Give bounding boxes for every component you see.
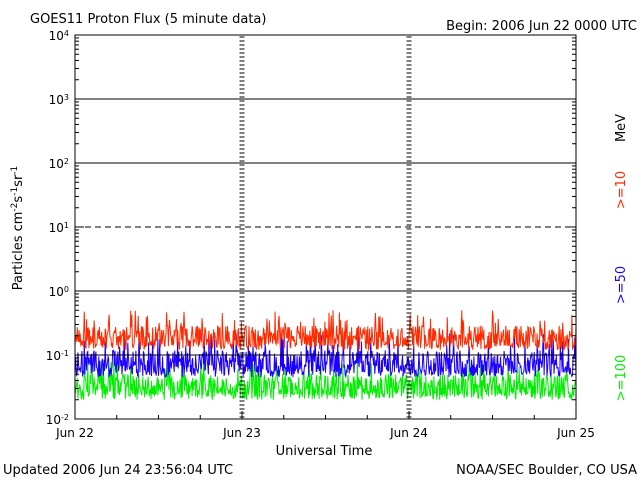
updated-timestamp: Updated 2006 Jun 24 23:56:04 UTC	[3, 463, 233, 478]
y-tick-label: 102	[49, 157, 69, 172]
y-tick-label: 104	[49, 29, 69, 44]
grid-layer	[75, 36, 576, 418]
x-axis-label: Universal Time	[276, 444, 373, 459]
y-tick-label: 100	[49, 285, 69, 300]
series-layer	[74, 310, 577, 401]
series-line-0	[74, 310, 577, 352]
legend-entry-50mev: >=50	[614, 266, 629, 304]
y-tick-label: 10-1	[46, 349, 69, 364]
y-tick-label: 103	[49, 93, 69, 108]
x-tick-label: Jun 22	[55, 426, 94, 440]
y-tick-label: 101	[49, 221, 69, 236]
x-axis-ticks: Jun 22 Jun 23 Jun 24 Jun 25	[55, 411, 595, 440]
y-axis-label: Particles cm-2s-1sr-1	[10, 166, 26, 291]
series-line-2	[74, 358, 577, 401]
y-tick-label: 10-2	[46, 413, 69, 428]
legend-entry-100mev: >=100	[614, 355, 629, 402]
energy-unit-label: MeV	[614, 114, 629, 142]
x-tick-label: Jun 25	[556, 426, 595, 440]
chart-title: GOES11 Proton Flux (5 minute data)	[30, 12, 266, 27]
begin-label: Begin: 2006 Jun 22 0000 UTC	[446, 19, 637, 34]
x-tick-label: Jun 23	[222, 426, 261, 440]
y-axis-ticks: 10-2 10-1 100 101 102 103 104	[46, 29, 576, 428]
series-line-1	[74, 333, 577, 379]
credit-label: NOAA/SEC Boulder, CO USA	[456, 463, 637, 478]
legend-entry-10mev: >=10	[614, 171, 629, 209]
x-tick-label: Jun 24	[389, 426, 428, 440]
